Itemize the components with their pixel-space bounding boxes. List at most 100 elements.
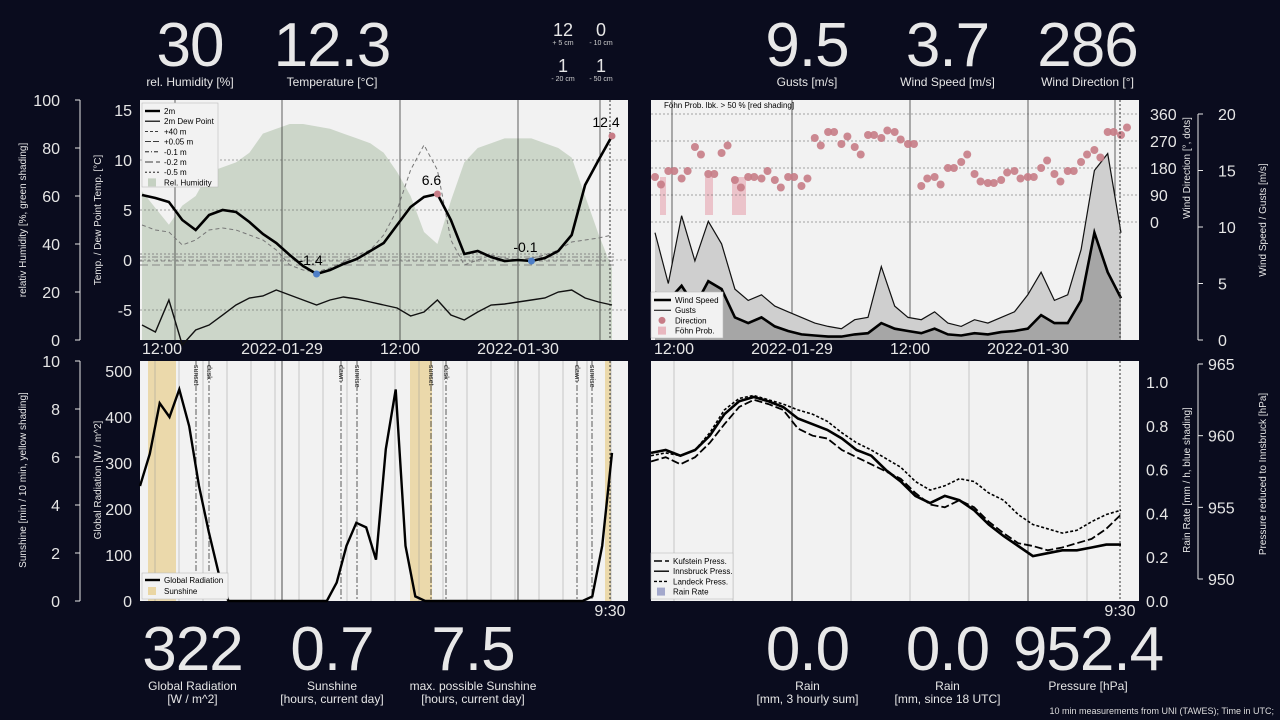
pressure-value: 952.4	[1012, 615, 1164, 684]
rain-18-value: 0.0	[905, 615, 990, 684]
direction-dot	[757, 174, 766, 183]
temp-axis-tick-label: -5	[118, 303, 132, 320]
direction-dot	[936, 180, 945, 189]
direction-dot	[1123, 123, 1131, 132]
rain-18-label: Rain	[935, 679, 960, 693]
sunshine-value: 0.7	[290, 615, 374, 684]
x-tick-label: 2022-01-30	[987, 341, 1069, 358]
temp-axis-title: Temp. / Dew Point Temp. [°C]	[93, 155, 104, 286]
soil-temp-depth: - 10 cm	[589, 40, 613, 47]
direction-dot	[1103, 128, 1112, 136]
rain-axis-title: Rain Rate [mm / h, blue shading]	[1182, 407, 1193, 553]
direction-dot	[1063, 167, 1072, 175]
wind-legend-label: Föhn Prob.	[675, 327, 715, 336]
direction-dot	[997, 176, 1006, 184]
pressure-axis-tick-label: 960	[1208, 429, 1235, 446]
humidity-stat: 30 rel. Humidity [%]	[130, 11, 250, 89]
pressure-time-label: 9:30	[1104, 603, 1135, 620]
foehn-shade	[660, 177, 666, 215]
direction-dot	[949, 164, 958, 172]
pressure-line-1	[650, 398, 1122, 552]
radiation-legend-swatch	[148, 587, 156, 595]
temp-legend-label: +0.05 m	[164, 138, 193, 147]
event-label: dawn	[573, 365, 580, 382]
radiation-axis-tick-label: 0	[123, 594, 132, 611]
temp-legend-swatch	[148, 178, 156, 187]
direction-dot	[843, 132, 852, 141]
direction-dot	[976, 177, 985, 186]
direction-axis-title: Wind Direction [°, dots]	[1182, 117, 1193, 219]
humidity-axis-title: relativ Humidity [%, green shading]	[18, 143, 29, 298]
extreme-label: -1.4	[299, 252, 323, 268]
wind-legend-swatch	[658, 326, 666, 335]
wind-legend-swatch	[658, 316, 666, 324]
temp-axis-tick-label: 5	[123, 203, 132, 220]
temp-legend-label: +40 m	[164, 127, 187, 136]
pressure-axis-title: Pressure reduced to Innsbruck [hPa]	[1258, 393, 1269, 556]
gusts-stat: 9.5 Gusts [m/s]	[752, 11, 862, 89]
direction-dot	[903, 140, 912, 148]
x-tick-label: 2022-01-29	[751, 341, 833, 358]
wind-speed-stat: 3.7 Wind Speed [m/s]	[890, 11, 1005, 89]
x-tick-label: 12:00	[890, 341, 930, 358]
max-sunshine-unit: [hours, current day]	[421, 692, 525, 706]
humidity-label: rel. Humidity [%]	[146, 75, 234, 89]
direction-dot	[803, 174, 812, 183]
wind-speed-value: 3.7	[905, 11, 990, 80]
soil-temp-depth: - 20 cm	[551, 76, 575, 83]
event-label: sunset	[427, 365, 434, 386]
soil-temp-3: 1 - 20 cm	[543, 57, 583, 84]
max-sunshine-stat: 7.5 max. possible Sunshine [hours, curre…	[398, 615, 548, 706]
direction-dot	[696, 150, 705, 159]
max-sunshine-value: 7.5	[431, 615, 515, 684]
direction-dot	[1037, 164, 1046, 172]
wind-legend-label: Wind Speed	[675, 296, 719, 305]
sunshine-axis-tick-label: 10	[42, 354, 60, 371]
sunshine-axis-tick-label: 4	[51, 498, 60, 515]
direction-dot	[704, 170, 713, 178]
temp-legend-label: -0.2 m	[164, 158, 187, 167]
radiation-axis-tick-label: 200	[105, 502, 132, 519]
direction-dot	[1056, 177, 1065, 186]
temp-legend-label: 2m	[164, 107, 175, 116]
global-radiation-unit: [W / m^2]	[167, 692, 218, 706]
sunshine-stat: 0.7 Sunshine [hours, current day]	[272, 615, 392, 706]
direction-dot	[683, 167, 692, 175]
foehn-shade	[732, 177, 742, 215]
rain-axis-tick-label: 0.2	[1146, 550, 1168, 567]
rain-18-unit: [mm, since 18 UTC]	[894, 692, 1001, 706]
sunshine-axis-tick-label: 8	[51, 402, 60, 419]
wind-direction-label: Wind Direction [°]	[1041, 75, 1134, 89]
direction-dot	[770, 176, 779, 184]
radiation-axis-title: Global Radiation [W / m^2]	[93, 420, 104, 539]
direction-axis-tick-label: 360	[1150, 107, 1177, 124]
direction-dot	[717, 149, 726, 157]
direction-dot	[1050, 170, 1059, 178]
foehn-shade	[705, 177, 713, 215]
rain-axis-tick-label: 1.0	[1146, 375, 1168, 392]
wind-speed-label: Wind Speed [m/s]	[900, 75, 995, 89]
extreme-marker	[608, 132, 616, 140]
x-tick-label: 2022-01-30	[477, 341, 559, 358]
direction-dot	[856, 150, 865, 159]
soil-temp-value: 1	[557, 56, 568, 76]
temp-axis-tick-label: 10	[114, 153, 132, 170]
direction-dot	[1083, 150, 1092, 159]
humidity-value: 30	[156, 11, 225, 80]
x-tick-label: 2022-01-29	[241, 341, 323, 358]
gusts-label: Gusts [m/s]	[776, 75, 838, 89]
temp-legend-label: 2m Dew Point	[164, 117, 215, 126]
pressure-axis-tick-label: 965	[1208, 357, 1235, 374]
rain-3h-value: 0.0	[765, 615, 850, 684]
sunshine-shade	[148, 361, 176, 601]
gusts-value: 9.5	[765, 11, 849, 80]
rain-axis-tick-label: 0.4	[1146, 506, 1168, 523]
soil-temp-value: 1	[595, 56, 606, 76]
wind-speed-line	[654, 227, 1123, 338]
pressure-legend-label: Kufstein Press.	[673, 557, 727, 566]
direction-dot	[983, 179, 992, 187]
radiation-legend-label: Sunshine	[164, 587, 198, 596]
wind-speed-axis-tick-label: 15	[1218, 164, 1236, 181]
direction-dot	[850, 143, 859, 151]
sunshine-axis-title: Sunshine [min / 10 min, yellow shading]	[18, 392, 29, 568]
